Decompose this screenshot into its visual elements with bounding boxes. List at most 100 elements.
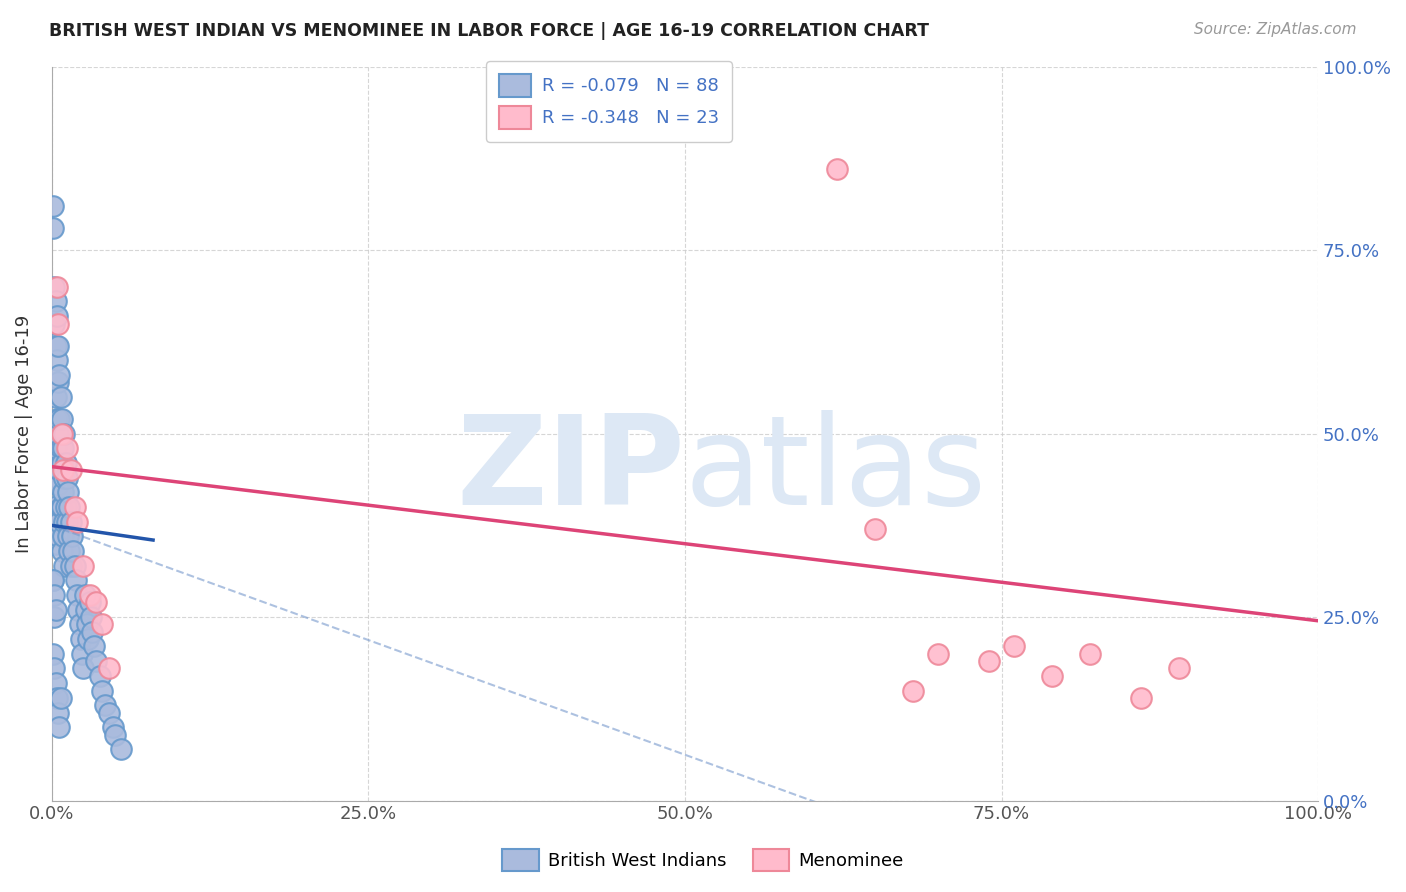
Point [863,522,886,536]
Point [51,500,73,514]
Point [51,412,73,426]
Point [44,500,66,514]
Point [45,309,67,323]
Point [83,640,105,654]
Point [101,720,124,734]
Point [63,500,86,514]
Point [45,603,67,617]
Point [44,610,66,624]
Point [48,463,70,477]
Point [46,338,69,352]
Point [45,442,67,456]
Point [77,632,100,647]
Point [65,574,87,588]
Point [1078,647,1101,661]
Point [53,558,76,573]
Point [901,683,924,698]
Point [46,376,69,390]
Point [52,442,75,456]
Point [75,603,97,617]
Point [45,470,67,484]
Point [89,669,111,683]
Point [56,470,79,484]
Point [72,558,94,573]
Point [97,706,120,720]
Point [59,515,82,529]
Point [82,624,104,639]
Point [58,544,80,558]
Point [56,515,79,529]
Point [53,470,76,484]
Point [45,537,67,551]
Point [66,588,89,602]
Point [91,683,114,698]
Point [46,426,69,441]
Point [52,463,75,477]
Point [1002,640,1025,654]
Point [42,221,65,235]
Point [825,162,848,177]
Point [66,515,89,529]
Point [48,720,70,734]
Point [49,390,72,404]
Point [42,199,65,213]
Point [927,647,949,661]
Point [49,690,72,705]
Point [51,544,73,558]
Point [58,485,80,500]
Point [70,632,93,647]
Point [73,588,96,602]
Point [58,529,80,543]
Point [70,647,93,661]
Point [45,515,67,529]
Point [62,544,84,558]
Point [44,280,66,294]
Point [104,727,127,741]
Point [48,515,70,529]
Point [56,442,79,456]
Point [45,294,67,309]
Point [51,426,73,441]
Point [84,595,107,609]
Point [52,485,75,500]
Legend: British West Indians, Menominee: British West Indians, Menominee [495,842,911,879]
Point [84,654,107,668]
Point [45,690,67,705]
Point [53,515,76,529]
Point [42,537,65,551]
Point [97,661,120,675]
Point [45,412,67,426]
Point [46,478,69,492]
Point [59,558,82,573]
Point [79,588,101,602]
Point [1167,661,1189,675]
Point [49,500,72,514]
Point [45,338,67,352]
Point [94,698,117,713]
Point [46,529,69,543]
Point [44,588,66,602]
Text: Source: ZipAtlas.com: Source: ZipAtlas.com [1194,22,1357,37]
Y-axis label: In Labor Force | Age 16-19: In Labor Force | Age 16-19 [15,315,32,553]
Point [44,463,66,477]
Point [45,676,67,690]
Point [55,500,77,514]
Point [49,442,72,456]
Point [79,595,101,609]
Point [44,317,66,331]
Point [58,500,80,514]
Point [42,647,65,661]
Text: atlas: atlas [685,409,987,531]
Point [46,317,69,331]
Point [76,617,98,632]
Point [63,558,86,573]
Point [59,463,82,477]
Point [42,574,65,588]
Point [45,390,67,404]
Point [46,706,69,720]
Point [53,426,76,441]
Point [42,574,65,588]
Legend: R = -0.079   N = 88, R = -0.348   N = 23: R = -0.079 N = 88, R = -0.348 N = 23 [486,61,733,142]
Point [91,617,114,632]
Point [80,610,103,624]
